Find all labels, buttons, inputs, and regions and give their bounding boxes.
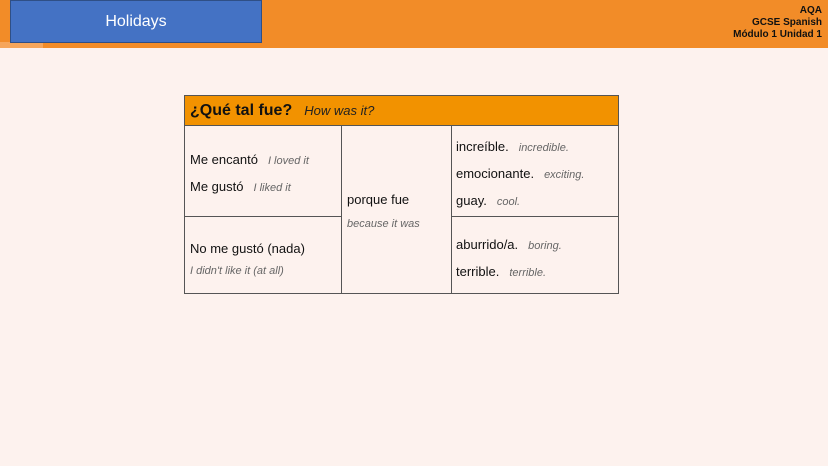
course-name: GCSE Spanish [751,17,822,28]
divider [185,216,341,217]
adjective-positive: increíble. incredible. [456,139,569,154]
opinion-phrase: Me gustó I liked it [190,179,291,194]
course-unit: Módulo 1 Unidad 1 [733,29,822,40]
table-header: ¿Qué tal fue? How was it? [185,96,618,126]
header-accent-strip [0,42,43,48]
connector: porque fue [347,192,410,207]
vocab-table: ¿Qué tal fue? How was it? Me encantó I lo… [184,95,619,294]
course-info: AQA GCSE Spanish Módulo 1 Unidad 1 [733,5,822,41]
adjective-positive: guay. cool. [456,193,521,208]
adjective-negative: aburrido/a. boring. [456,237,562,252]
divider [451,126,452,293]
question: ¿Qué tal fue? [190,101,293,119]
opinion-negative: No me gustó (nada) [190,241,305,256]
divider [451,216,618,217]
adjective-positive: emocionante. exciting. [456,166,585,181]
page-title: Holidays [10,0,262,43]
divider [341,126,342,293]
opinion-phrase: Me encantó I loved it [190,152,309,167]
adjective-negative: terrible. terrible. [456,264,547,279]
opinion-negative-translation: I didn't like it (at all) [190,265,284,277]
connector-translation: because it was [347,218,420,230]
question-translation: How was it? [304,103,375,118]
course-board: AQA [799,5,822,16]
